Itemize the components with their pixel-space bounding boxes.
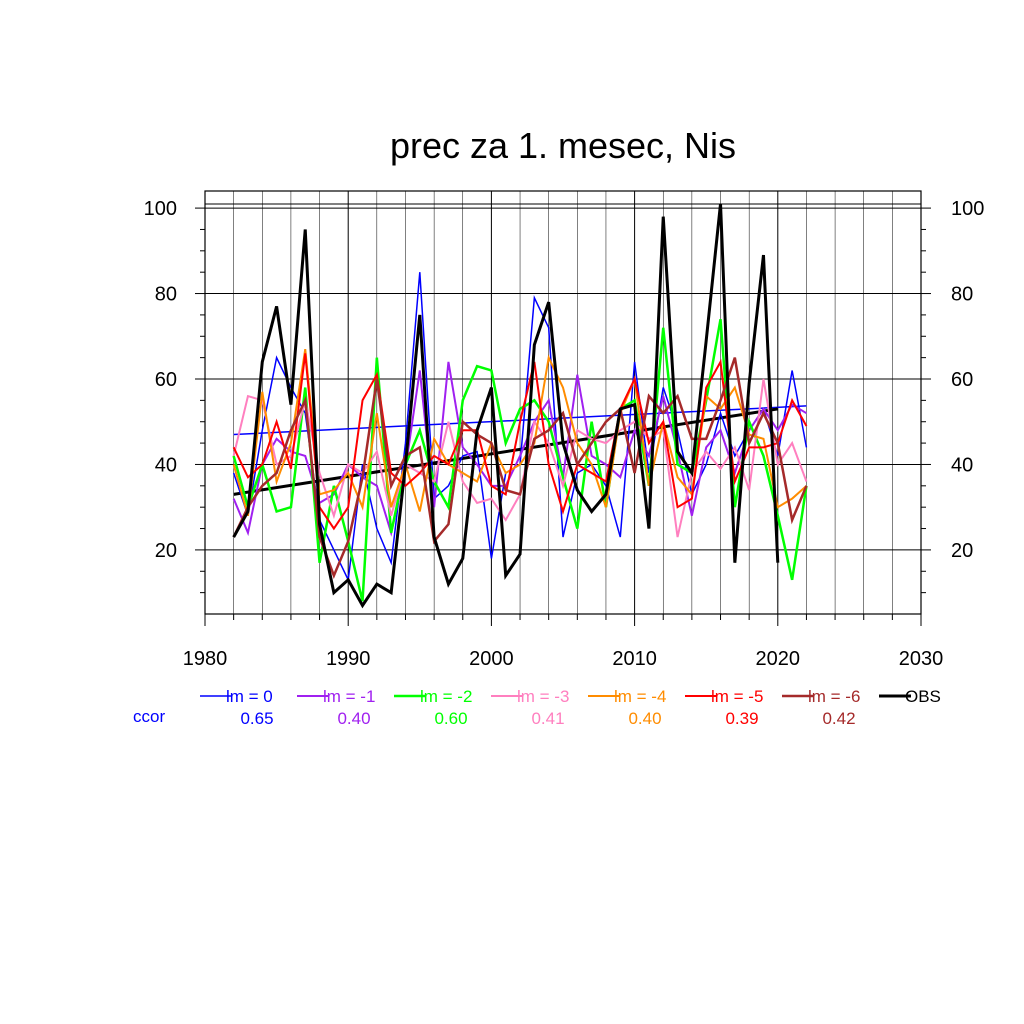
series-line-lm-1 [232, 361, 807, 537]
y-tick-label-left: 40 [155, 454, 177, 476]
legend-label: lm = -3 [517, 687, 569, 706]
legend-label: lm = -1 [323, 687, 375, 706]
ccor-value: 0.60 [434, 709, 467, 728]
ccor-value: 0.40 [337, 709, 370, 728]
chart-title: prec za 1. mesec, Nis [390, 125, 736, 166]
y-tick-label-right: 80 [951, 284, 973, 306]
plot-frame [204, 190, 922, 615]
legend-label: lm = -2 [420, 687, 472, 706]
legend-label: OBS [905, 687, 941, 706]
legend-label: lm = 0 [226, 687, 273, 706]
series-lines [232, 203, 808, 609]
x-tick-label: 2030 [899, 648, 944, 670]
x-tick-label: 2010 [612, 648, 657, 670]
series-line-lm-4 [232, 348, 808, 516]
legend-label: lm = -5 [711, 687, 763, 706]
x-tick-label: 2020 [756, 648, 801, 670]
y-tick-label-left: 60 [155, 369, 177, 391]
x-tick-label: 1980 [183, 648, 228, 670]
y-tick-label-left: 100 [144, 198, 177, 220]
y-tick-label-right: 60 [951, 369, 973, 391]
series-line-lm-2 [232, 318, 808, 602]
ccor-value: 0.39 [725, 709, 758, 728]
ccor-value: 0.42 [822, 709, 855, 728]
ccor-label: ccor [133, 707, 165, 726]
series-line-lm-5 [232, 353, 808, 531]
series-line-obs [232, 203, 780, 609]
y-tick-label-right: 20 [951, 540, 973, 562]
y-tick-label-left: 80 [155, 284, 177, 306]
y-tick-label-left: 20 [155, 540, 177, 562]
x-tick-label: 2000 [469, 648, 514, 670]
y-tick-label-right: 40 [951, 454, 973, 476]
legend-label: lm = -6 [808, 687, 860, 706]
ccor-value: 0.41 [531, 709, 564, 728]
ccor-value: 0.40 [628, 709, 661, 728]
ccor-value: 0.65 [240, 709, 273, 728]
y-tick-label-right: 100 [951, 198, 984, 220]
legend-label: lm = -4 [614, 687, 666, 706]
x-tick-label: 1990 [326, 648, 371, 670]
legend: lm = 0 0.65 lm = -1 0.40 lm = -2 0.60 lm = -3 0… [133, 687, 941, 728]
